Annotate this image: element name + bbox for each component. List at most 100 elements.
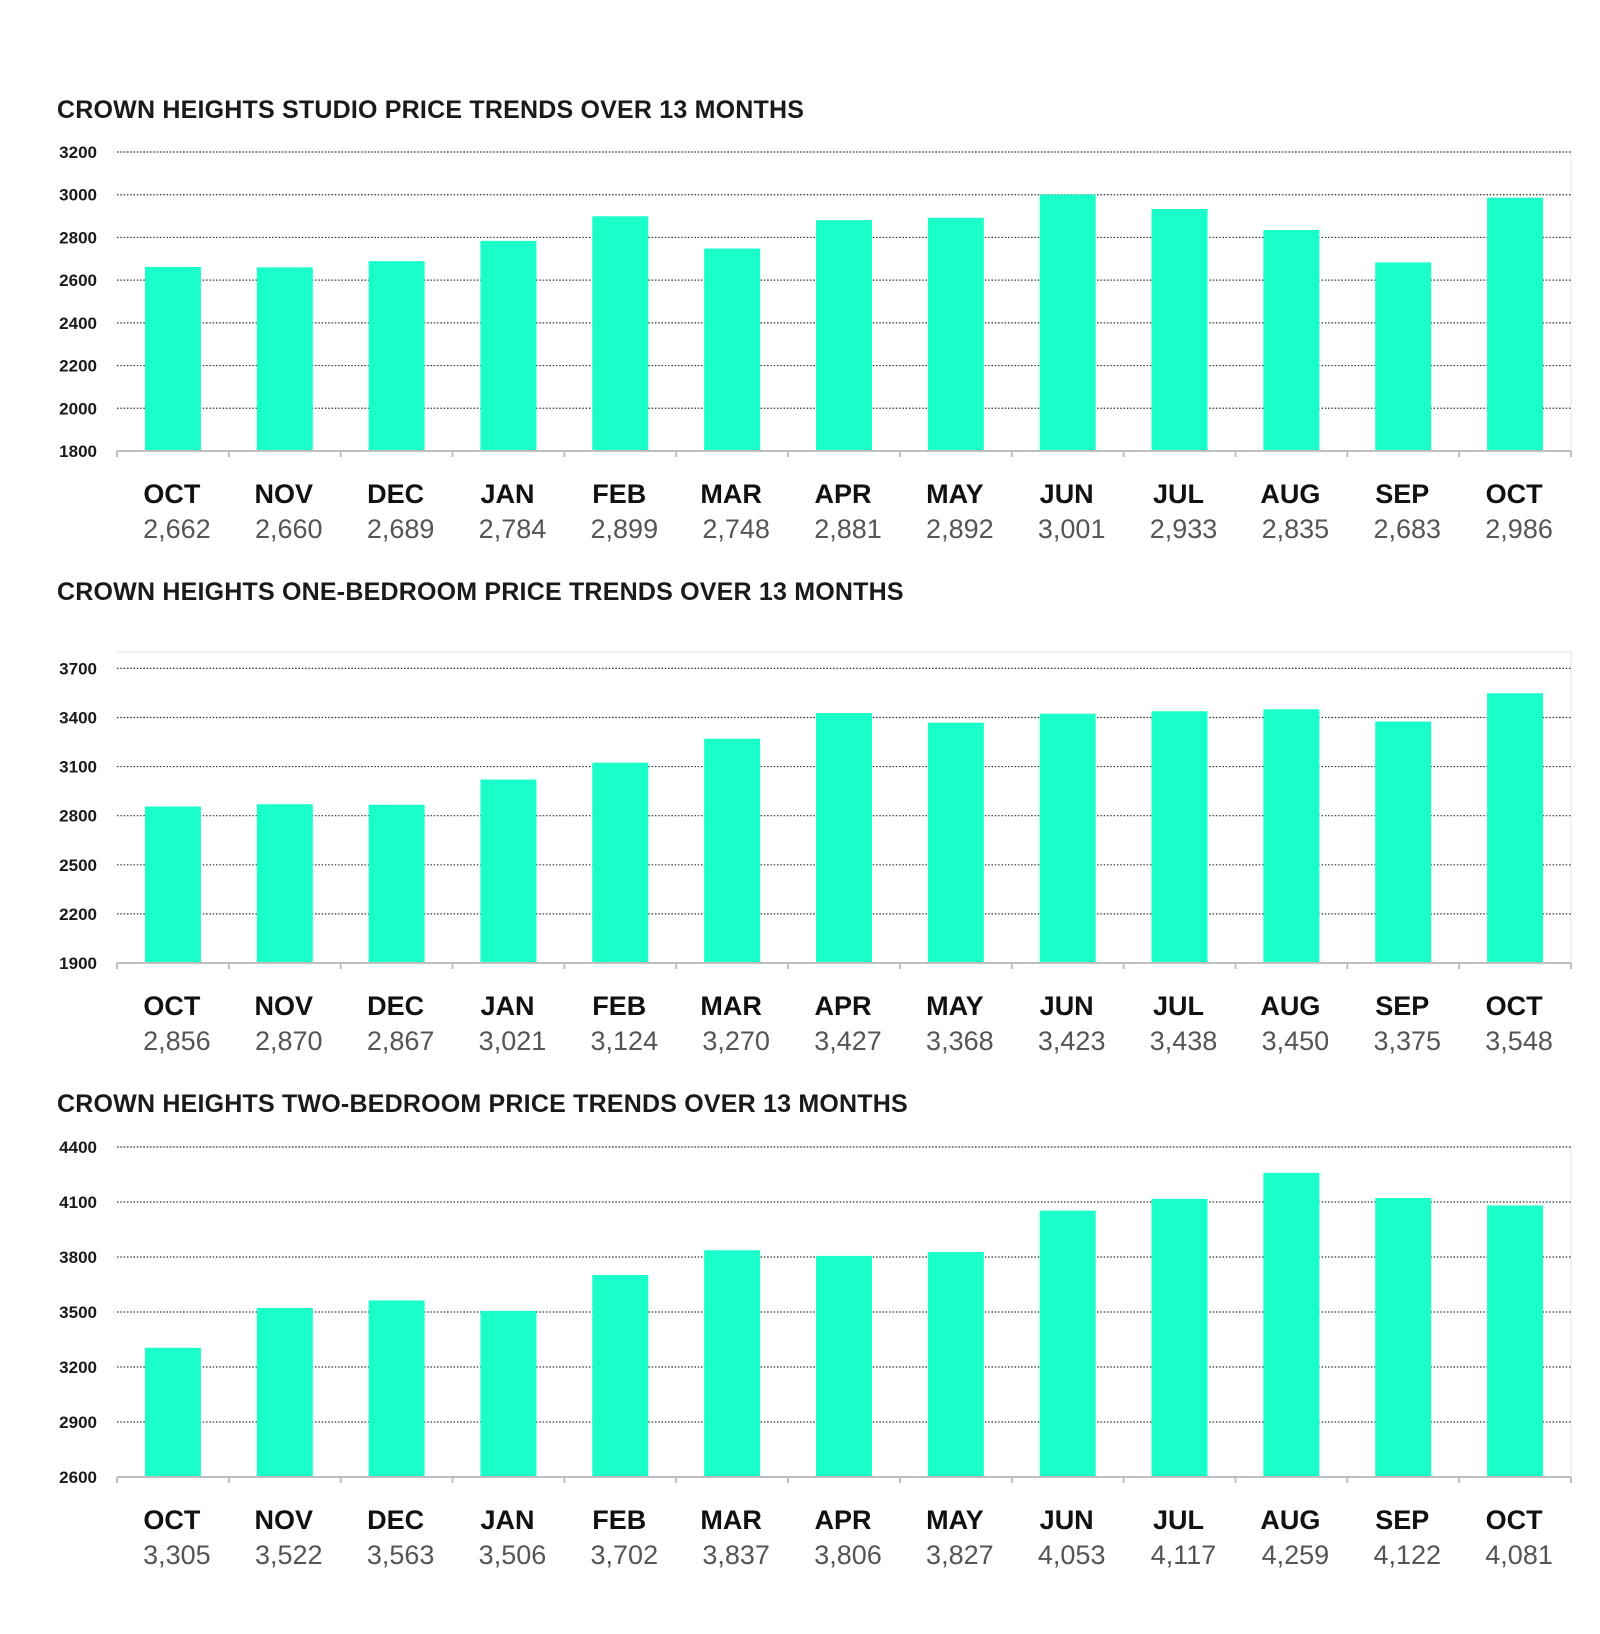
month-label: NOV (255, 479, 314, 509)
bar (480, 1310, 537, 1477)
value-label: 4,122 (1373, 1540, 1441, 1570)
month-label: JAN (480, 1505, 534, 1535)
month-label: OCT (143, 1505, 201, 1535)
month-label: JUL (1153, 479, 1204, 509)
bar (144, 1347, 201, 1477)
month-label: MAY (926, 479, 984, 509)
bar (144, 266, 201, 451)
bar (256, 1307, 313, 1477)
month-label: JUN (1040, 1505, 1094, 1535)
month-label: JAN (480, 479, 534, 509)
y-tick-label: 2500 (59, 856, 97, 875)
value-label: 4,081 (1485, 1540, 1553, 1570)
value-label: 2,784 (479, 514, 547, 544)
value-label: 2,870 (255, 1026, 323, 1056)
y-tick-label: 2400 (59, 314, 97, 333)
value-label: 4,117 (1151, 1540, 1217, 1570)
value-label: 3,806 (814, 1540, 882, 1570)
bar (704, 738, 761, 963)
value-label: 2,881 (814, 514, 882, 544)
value-label: 4,259 (1262, 1540, 1330, 1570)
one-bedroom-bar-chart: 1900 2200 2500 2800 3100 3400 3700 OCT 2,856 NOV 2… (59, 651, 1572, 1056)
bar (256, 804, 313, 963)
bar (480, 779, 537, 963)
y-tick-label: 4100 (59, 1193, 97, 1212)
bar (480, 240, 537, 451)
bar (1263, 229, 1320, 451)
bar (592, 1274, 649, 1477)
value-label: 3,001 (1038, 514, 1106, 544)
y-tick-label: 3200 (59, 1358, 97, 1377)
bar (704, 1250, 761, 1477)
bar (1487, 693, 1544, 963)
month-label: MAR (700, 991, 762, 1021)
value-label: 3,837 (702, 1540, 770, 1570)
y-tick-label: 2800 (59, 807, 97, 826)
month-label: APR (814, 1505, 871, 1535)
month-label: NOV (255, 1505, 314, 1535)
month-label: MAY (926, 1505, 984, 1535)
value-label: 3,423 (1038, 1026, 1106, 1056)
value-label: 2,683 (1373, 514, 1441, 544)
bar (368, 804, 425, 963)
y-tick-label: 2800 (59, 228, 97, 247)
value-label: 2,856 (143, 1026, 211, 1056)
bar (256, 267, 313, 451)
y-tick-label: 3500 (59, 1303, 97, 1322)
value-label: 3,375 (1373, 1026, 1441, 1056)
month-label: SEP (1375, 991, 1429, 1021)
plot-frame (117, 151, 1572, 451)
y-tick-label: 1900 (59, 954, 97, 973)
bar (368, 1300, 425, 1477)
value-label: 2,986 (1485, 514, 1553, 544)
y-tick-label: 2900 (59, 1413, 97, 1432)
bar (1039, 194, 1096, 451)
value-label: 3,702 (591, 1540, 659, 1570)
bar (592, 762, 649, 963)
bar (1263, 709, 1320, 963)
month-label: OCT (1486, 479, 1544, 509)
y-tick-label: 2200 (59, 905, 97, 924)
month-label: NOV (255, 991, 314, 1021)
month-label: OCT (143, 991, 201, 1021)
month-label: SEP (1375, 1505, 1429, 1535)
bar (1487, 1205, 1544, 1477)
chart-title: CROWN HEIGHTS STUDIO PRICE TRENDS OVER 1… (57, 96, 805, 124)
value-label: 3,827 (926, 1540, 994, 1570)
y-tick-label: 2600 (59, 1468, 97, 1487)
month-label: DEC (367, 479, 424, 509)
bar (368, 261, 425, 451)
month-label: AUG (1260, 479, 1320, 509)
value-label: 3,124 (591, 1026, 659, 1056)
month-label: FEB (592, 1505, 646, 1535)
month-label: APR (814, 991, 871, 1021)
value-label: 2,892 (926, 514, 994, 544)
month-label: JUN (1040, 991, 1094, 1021)
bar (927, 722, 984, 963)
month-label: AUG (1260, 991, 1320, 1021)
bar (1375, 721, 1432, 963)
bar (816, 713, 872, 963)
month-label: JUN (1040, 479, 1094, 509)
bar (1151, 1198, 1208, 1477)
y-tick-label: 4400 (59, 1138, 97, 1157)
y-tick-label: 3200 (59, 143, 97, 162)
studio-bar-chart: 1800 2000 2200 2400 2600 2800 3000 3200 OCT 2,662… (59, 143, 1572, 544)
bar (1375, 262, 1432, 451)
bar (1039, 713, 1096, 963)
value-label: 3,548 (1485, 1026, 1553, 1056)
value-label: 3,563 (367, 1540, 435, 1570)
value-label: 3,438 (1150, 1026, 1218, 1056)
month-label: APR (814, 479, 871, 509)
value-label: 3,021 (479, 1026, 547, 1056)
bar (927, 1252, 984, 1477)
y-tick-label: 3700 (59, 659, 97, 678)
value-label: 3,450 (1262, 1026, 1330, 1056)
value-label: 4,053 (1038, 1540, 1106, 1570)
bar (1151, 209, 1208, 451)
bar (816, 1255, 872, 1477)
month-label: FEB (592, 479, 646, 509)
value-label: 2,899 (591, 514, 659, 544)
plot-frame (117, 1146, 1572, 1477)
value-label: 3,368 (926, 1026, 994, 1056)
